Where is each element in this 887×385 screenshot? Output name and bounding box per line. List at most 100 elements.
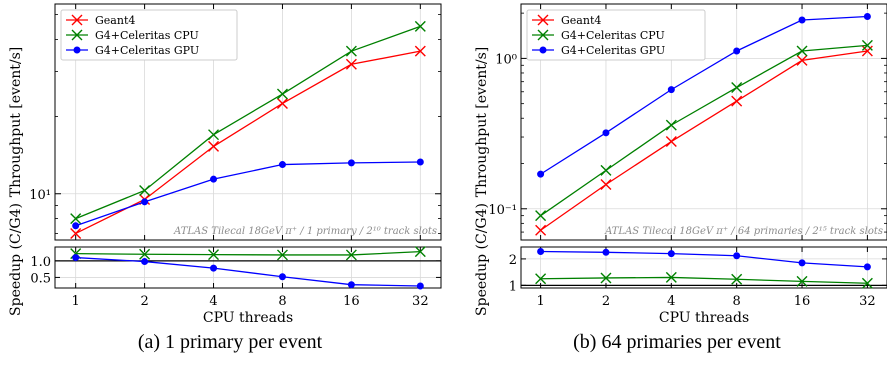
data-point <box>139 184 151 196</box>
annotation: ATLAS Tilecal 18GeV π⁺ / 1 primary / 2¹⁰… <box>173 226 437 237</box>
data-point <box>414 246 426 258</box>
data-point <box>210 264 218 272</box>
x-tick-label: 4 <box>209 294 217 309</box>
data-point <box>665 271 677 283</box>
bottom-ylabel: Speedup (C/G4) <box>8 203 24 316</box>
legend-label: Geant4 <box>95 14 135 27</box>
xlabel: CPU threads <box>659 310 749 326</box>
x-tick-label: 4 <box>667 294 675 309</box>
data-point <box>733 47 741 55</box>
data-point <box>861 277 873 289</box>
bottom-axes-frame <box>54 246 442 289</box>
data-point <box>208 129 220 141</box>
caption-a: (a) 1 primary per event <box>137 331 323 353</box>
data-point <box>798 16 806 24</box>
data-point <box>276 88 288 100</box>
data-point <box>733 252 741 260</box>
data-point <box>665 119 677 131</box>
legend: Geant4 G4+Celeritas CPU G4+Celeritas GPU <box>526 9 706 61</box>
data-point <box>72 254 80 262</box>
data-point <box>276 249 288 261</box>
y-tick-label: 2 <box>509 253 517 268</box>
data-point <box>141 258 149 266</box>
bottom-axes-1: 1 2 1 2 4 8 16 32 Speedup (C/G4) CPU threads <box>474 203 887 326</box>
series-line-x <box>540 44 868 217</box>
data-point <box>535 210 547 222</box>
x-tick-label: 32 <box>412 294 429 309</box>
legend-box <box>60 9 238 61</box>
data-point <box>600 179 612 191</box>
data-point <box>345 58 357 70</box>
data-point <box>347 281 355 289</box>
data-point <box>600 272 612 284</box>
x-tick-label: 1 <box>72 294 80 309</box>
data-point <box>796 54 808 66</box>
legend: Geant4 G4+Celeritas CPU G4+Celeritas GPU <box>60 9 238 61</box>
data-point <box>345 45 357 57</box>
data-point <box>347 159 355 167</box>
y-tick-label: 1.0 <box>30 255 51 270</box>
series-line-x <box>75 250 421 256</box>
chart-panel-1: 10⁻¹ 10⁰ Throughput [event/s] ATLAS Tilecal… <box>474 3 887 326</box>
bottom-ylabel: Speedup (C/G4) <box>474 203 490 316</box>
data-point <box>278 273 286 281</box>
legend-box <box>526 9 706 61</box>
chart-panel-0: 10¹ Throughput [event/s] ATLAS Tilecal 18G… <box>8 3 442 326</box>
x-tick-label: 16 <box>794 294 811 309</box>
legend-label: G4+Celeritas GPU <box>561 44 665 57</box>
data-point <box>72 222 80 230</box>
series-line-x <box>75 50 421 235</box>
top-axes-frame <box>520 3 887 241</box>
data-point <box>731 82 743 94</box>
data-point <box>535 273 547 285</box>
y-tick-label: 1 <box>509 279 517 294</box>
data-point <box>70 227 82 239</box>
data-point <box>863 12 871 20</box>
data-point <box>667 250 675 258</box>
legend-marker <box>539 46 547 54</box>
y-tick-label: 10⁰ <box>495 52 517 67</box>
data-point <box>861 39 873 51</box>
legend-label: Geant4 <box>561 14 601 27</box>
data-point <box>798 259 806 267</box>
data-point <box>276 97 288 109</box>
data-point <box>345 249 357 261</box>
data-point <box>537 170 545 178</box>
legend-label: G4+Celeritas CPU <box>561 29 665 42</box>
data-point <box>278 161 286 169</box>
x-tick-label: 8 <box>733 294 741 309</box>
y-tick-label: 0.5 <box>30 271 51 286</box>
x-tick-label: 2 <box>602 294 610 309</box>
data-point <box>208 249 220 261</box>
x-tick-label: 2 <box>140 294 148 309</box>
data-point <box>796 275 808 287</box>
series-line-x <box>75 25 421 220</box>
data-point <box>600 164 612 176</box>
x-tick-label: 16 <box>343 294 360 309</box>
data-point <box>731 273 743 285</box>
series-line-x <box>540 50 868 231</box>
x-tick-label: 32 <box>859 294 876 309</box>
y-tick-label: 10¹ <box>29 188 51 203</box>
data-point <box>796 45 808 57</box>
data-point <box>139 248 151 260</box>
top-axes-0: 10¹ Throughput [event/s] ATLAS Tilecal 18G… <box>8 3 442 241</box>
series-line-o <box>540 250 868 268</box>
legend-marker <box>73 46 81 54</box>
series-line-o <box>540 15 868 175</box>
data-point <box>416 158 424 166</box>
x-tick-label: 1 <box>536 294 544 309</box>
top-ylabel: Throughput [event/s] <box>8 47 24 197</box>
xlabel: CPU threads <box>203 310 293 326</box>
data-point <box>208 140 220 152</box>
bottom-axes-0: 0.51.0 1 2 4 8 16 32 Speedup (C/G4) CPU threads <box>8 203 442 326</box>
data-point <box>537 247 545 255</box>
x-tick-label: 8 <box>278 294 286 309</box>
legend-marker <box>71 14 83 26</box>
data-point <box>602 248 610 256</box>
bottom-axes-frame <box>520 246 887 289</box>
series-line-o <box>75 161 421 227</box>
data-point <box>863 263 871 271</box>
annotation: ATLAS Tilecal 18GeV π⁺ / 64 primaries / … <box>604 226 883 237</box>
series-line-o <box>75 256 421 287</box>
